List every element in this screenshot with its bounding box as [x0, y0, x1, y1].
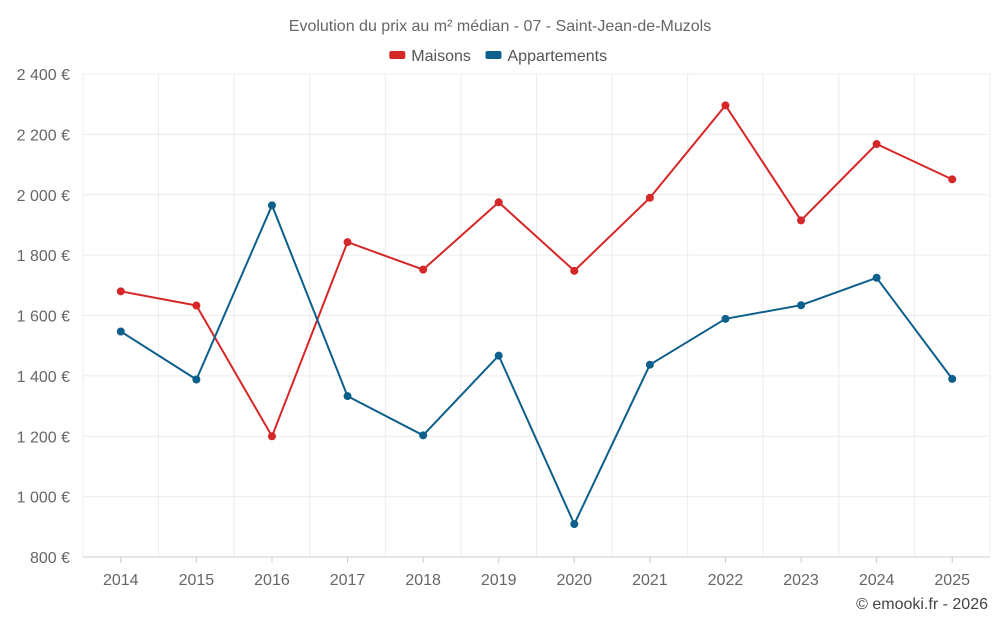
- series-group: [116, 101, 957, 529]
- legend-label-appartements: Appartements: [508, 48, 608, 65]
- data-point-maisons: [645, 193, 654, 202]
- data-point-appartements: [419, 431, 428, 440]
- y-axis: 800 € 1 000 € 1 200 € 1 400 € 1 600 € 1 800 €…: [17, 67, 70, 567]
- data-point-appartements: [721, 314, 730, 323]
- y-tick-label: 800 €: [30, 550, 70, 567]
- grid-lines: [82, 73, 991, 557]
- data-point-appartements: [948, 374, 957, 383]
- data-point-maisons: [419, 265, 428, 274]
- credit-text: © emooki.fr - 2026: [856, 596, 988, 613]
- data-point-appartements: [192, 375, 201, 384]
- data-point-maisons: [116, 287, 125, 296]
- data-point-maisons: [343, 238, 352, 247]
- legend-swatch-appartements: [485, 51, 502, 59]
- data-point-maisons: [872, 140, 881, 149]
- data-point-appartements: [343, 392, 352, 401]
- x-tick-label: 2021: [632, 572, 668, 589]
- x-tick-label: 2014: [103, 572, 139, 589]
- x-tick-label: 2024: [859, 572, 895, 589]
- x-tick-label: 2019: [481, 572, 517, 589]
- data-point-maisons: [192, 301, 201, 310]
- x-tick-label: 2018: [405, 572, 441, 589]
- x-tick-label: 2023: [783, 572, 819, 589]
- y-tick-label: 1 200 €: [17, 429, 70, 446]
- y-tick-label: 2 000 €: [17, 188, 70, 205]
- y-tick-label: 1 600 €: [17, 309, 70, 326]
- data-point-maisons: [721, 101, 730, 110]
- data-point-appartements: [267, 201, 276, 210]
- x-tick-label: 2016: [254, 572, 290, 589]
- series-line-appartements: [120, 204, 954, 526]
- y-tick-label: 1 000 €: [17, 490, 70, 507]
- x-tick-label: 2025: [934, 572, 970, 589]
- data-point-maisons: [267, 432, 276, 441]
- x-tick-label: 2020: [556, 572, 592, 589]
- data-point-maisons: [797, 216, 806, 225]
- data-point-maisons: [948, 175, 957, 184]
- y-tick-label: 1 800 €: [17, 248, 70, 265]
- y-tick-label: 1 400 €: [17, 369, 70, 386]
- data-point-appartements: [797, 301, 806, 310]
- y-tick-label: 2 200 €: [17, 127, 70, 144]
- data-point-appartements: [872, 273, 881, 282]
- x-axis: 2014 2015 2016 2017 2018 2019 2020 2021 2022 2023…: [83, 556, 990, 589]
- data-point-appartements: [494, 351, 503, 360]
- data-point-appartements: [570, 520, 579, 529]
- x-tick-label: 2022: [708, 572, 744, 589]
- data-point-maisons: [570, 266, 579, 275]
- legend-label-maisons: Maisons: [411, 48, 471, 65]
- data-point-appartements: [645, 360, 654, 369]
- legend: Maisons Appartements: [389, 48, 607, 65]
- data-point-appartements: [116, 327, 125, 336]
- y-tick-label: 2 400 €: [17, 67, 70, 84]
- data-point-maisons: [494, 198, 503, 207]
- chart-title: Evolution du prix au m² médian - 07 - Sa…: [289, 18, 711, 35]
- x-tick-label: 2017: [330, 572, 366, 589]
- x-tick-label: 2015: [179, 572, 215, 589]
- series-line-maisons: [120, 104, 953, 438]
- legend-swatch-maisons: [389, 51, 406, 59]
